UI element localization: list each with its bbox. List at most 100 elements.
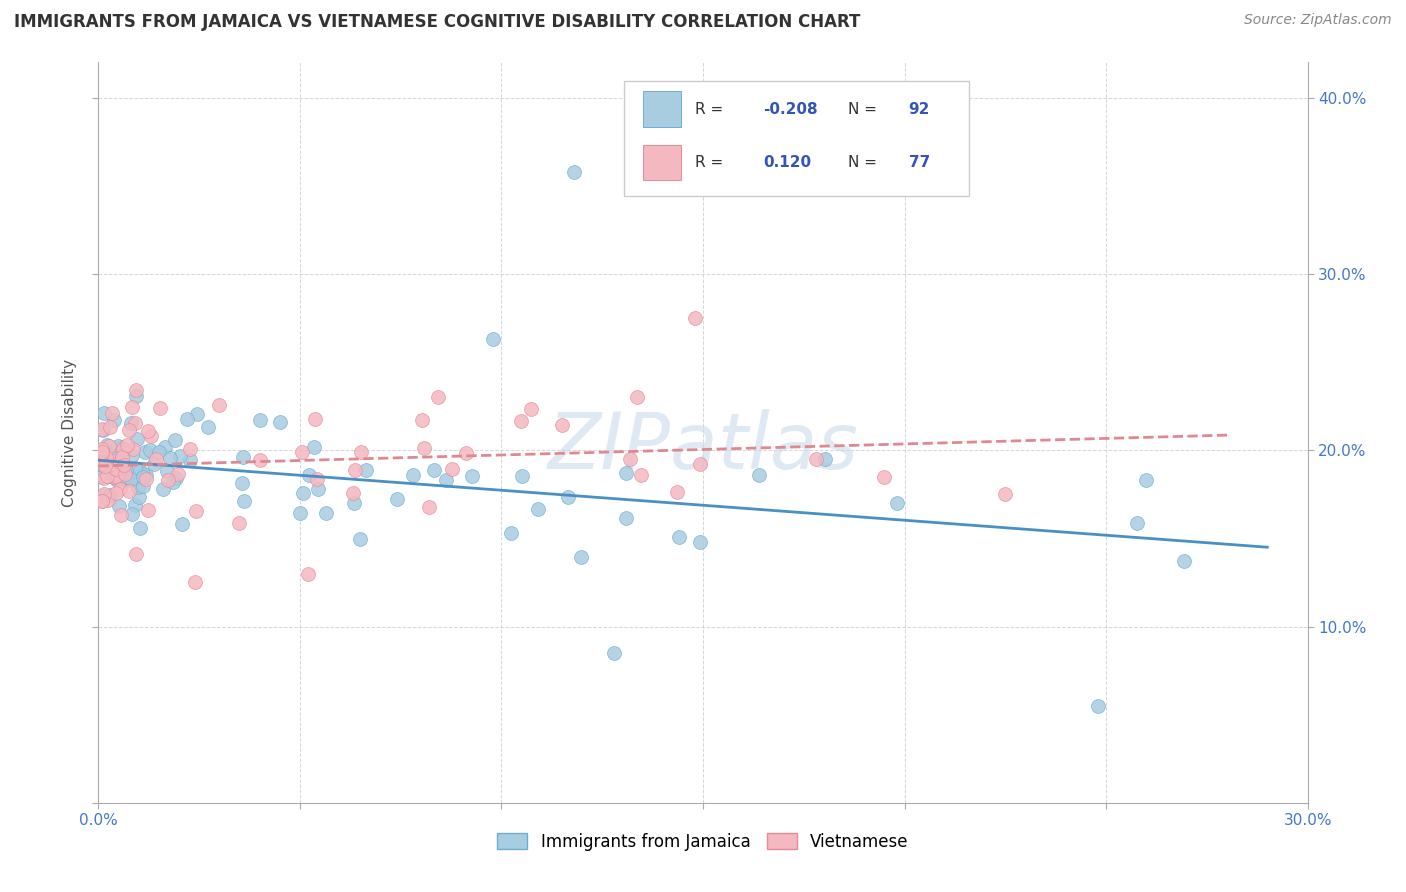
Point — [630, 467, 652, 482]
Point — [124, 498, 146, 512]
Text: N =: N = — [848, 155, 882, 169]
Point — [527, 502, 550, 516]
Point — [184, 575, 207, 590]
Point — [519, 402, 541, 417]
Point — [165, 434, 187, 448]
Point — [304, 440, 326, 454]
Point — [91, 494, 114, 508]
Point — [1087, 698, 1109, 713]
Point — [1126, 516, 1149, 531]
Point — [135, 472, 157, 486]
Point — [434, 473, 457, 487]
Text: 92: 92 — [908, 102, 929, 117]
Point — [108, 482, 131, 496]
Point — [179, 453, 201, 467]
Point — [120, 416, 142, 430]
Point — [356, 462, 378, 476]
Point — [110, 455, 132, 469]
Point — [343, 496, 366, 510]
Point — [689, 457, 711, 471]
Point — [112, 458, 135, 473]
Point — [315, 506, 337, 520]
Point — [249, 413, 271, 427]
Point — [748, 468, 770, 483]
Point — [107, 439, 129, 453]
Point — [110, 440, 132, 454]
Point — [149, 401, 172, 415]
Point — [105, 473, 128, 487]
Point — [124, 416, 146, 430]
Point — [120, 472, 142, 486]
Point — [614, 467, 637, 481]
Point — [93, 487, 115, 501]
Point — [117, 473, 139, 487]
Point — [557, 490, 579, 504]
Point — [307, 483, 329, 497]
Point — [115, 467, 138, 481]
Point — [91, 470, 114, 484]
Point — [103, 413, 125, 427]
Point — [208, 398, 231, 412]
Point — [228, 516, 250, 530]
Point — [179, 442, 201, 456]
Text: R =: R = — [695, 102, 728, 117]
Point — [125, 384, 148, 398]
Point — [132, 467, 155, 481]
Point — [148, 445, 170, 459]
Point — [152, 482, 174, 496]
Point — [297, 566, 319, 581]
Point — [422, 463, 444, 477]
Point — [141, 429, 163, 443]
Text: IMMIGRANTS FROM JAMAICA VS VIETNAMESE COGNITIVE DISABILITY CORRELATION CHART: IMMIGRANTS FROM JAMAICA VS VIETNAMESE CO… — [14, 13, 860, 31]
Point — [114, 467, 136, 481]
Point — [104, 462, 127, 476]
Point — [342, 486, 364, 500]
Point — [98, 439, 121, 453]
Point — [97, 492, 120, 507]
Point — [139, 443, 162, 458]
Point — [886, 496, 908, 510]
Point — [93, 406, 115, 420]
Point — [350, 444, 373, 458]
Point — [441, 462, 464, 476]
Point — [162, 475, 184, 490]
Point — [232, 450, 254, 465]
Point — [101, 470, 124, 484]
Point — [124, 389, 146, 403]
Text: R =: R = — [695, 155, 728, 169]
Point — [426, 390, 449, 404]
Point — [127, 480, 149, 494]
Point — [994, 487, 1017, 501]
FancyBboxPatch shape — [624, 81, 969, 195]
Text: Source: ZipAtlas.com: Source: ZipAtlas.com — [1244, 13, 1392, 28]
Point — [115, 437, 138, 451]
Point — [156, 473, 179, 487]
Point — [145, 451, 167, 466]
Point — [551, 417, 574, 432]
Point — [614, 510, 637, 524]
Point — [103, 454, 125, 468]
Point — [304, 411, 326, 425]
Point — [156, 464, 179, 478]
Point — [482, 332, 505, 346]
Point — [418, 500, 440, 514]
Point — [122, 465, 145, 479]
Point — [91, 489, 114, 503]
Point — [1135, 473, 1157, 487]
Point — [135, 467, 157, 482]
Point — [118, 423, 141, 437]
Point — [128, 490, 150, 504]
Point — [104, 468, 127, 483]
Point — [172, 517, 194, 532]
Point — [456, 446, 478, 460]
Point — [98, 420, 121, 434]
Text: N =: N = — [848, 102, 882, 117]
Point — [510, 468, 533, 483]
Point — [292, 486, 315, 500]
Point — [111, 450, 134, 464]
Point — [91, 458, 114, 472]
Point — [129, 464, 152, 478]
Point — [344, 463, 367, 477]
Point — [91, 454, 114, 468]
Point — [118, 484, 141, 499]
